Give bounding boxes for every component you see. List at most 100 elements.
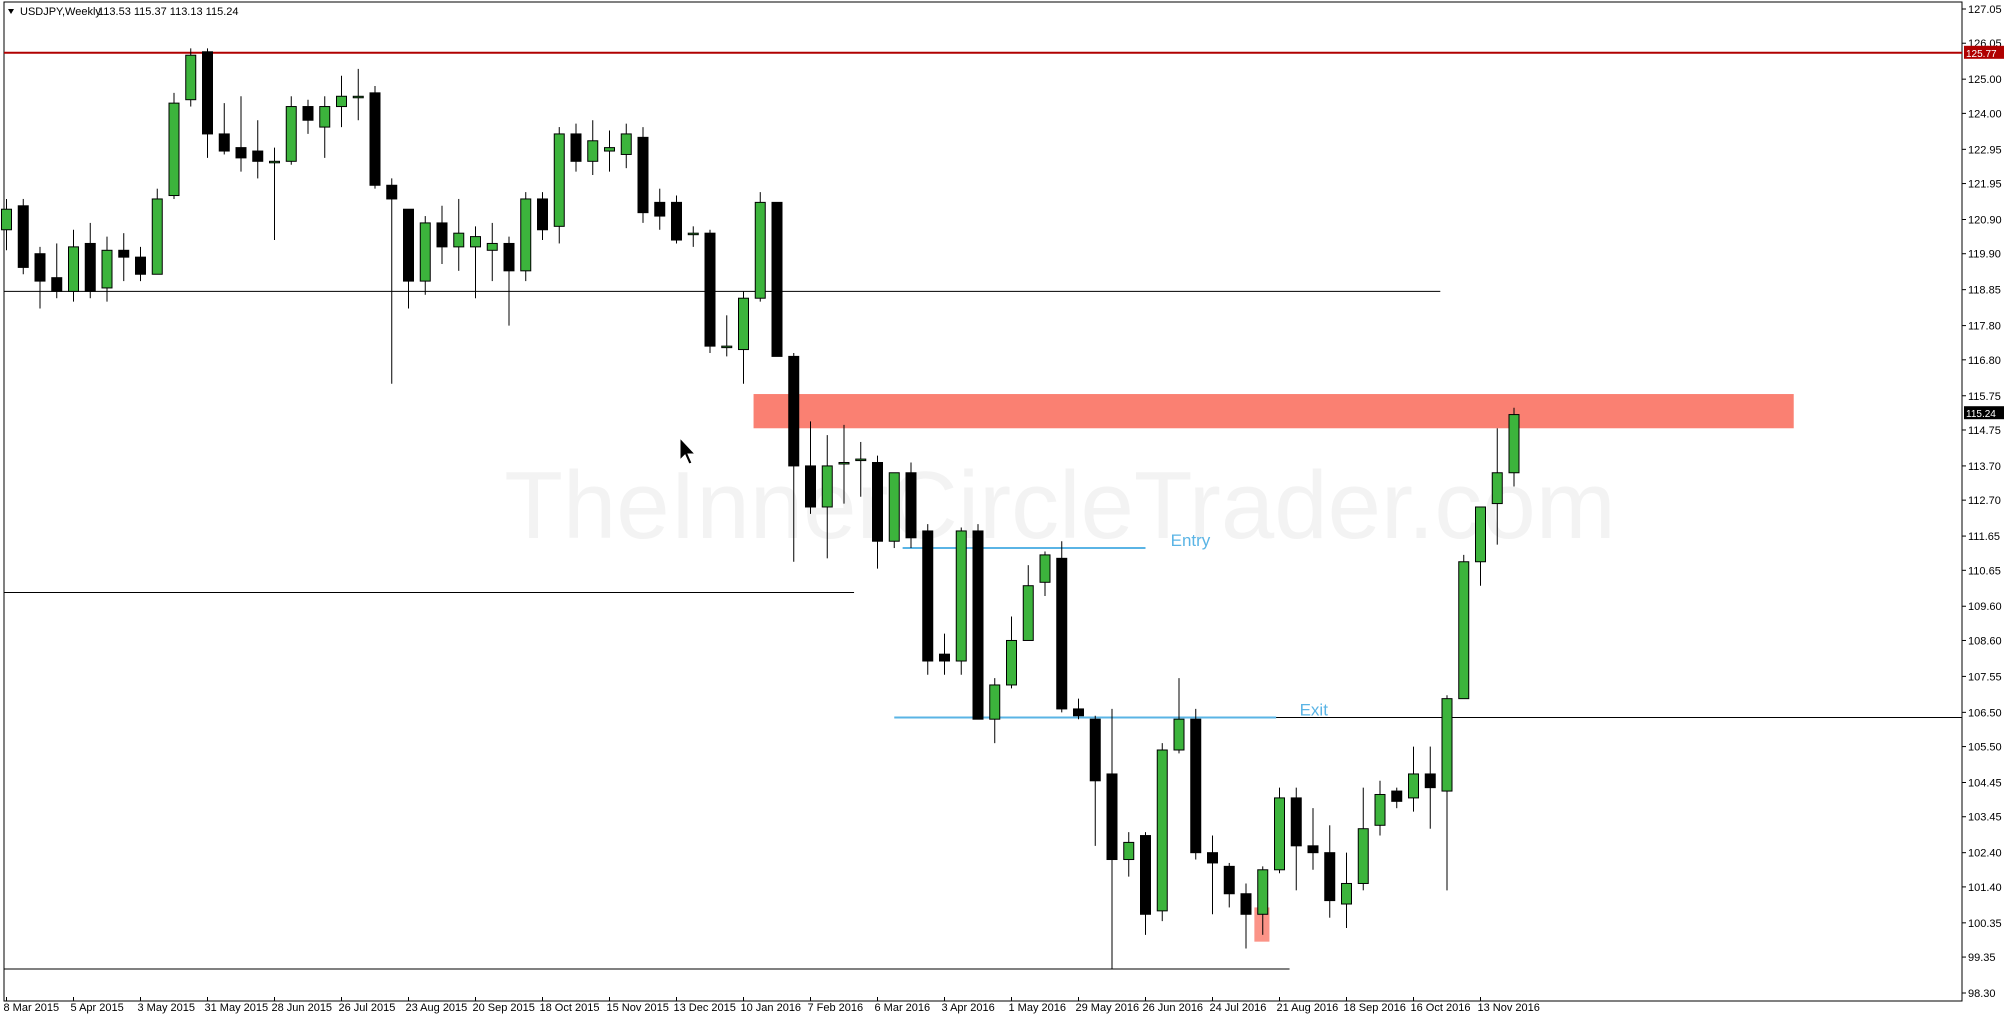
bear-candle	[570, 133, 582, 162]
price-tick-label: 121.95	[1968, 179, 2002, 191]
bear-candle	[972, 530, 984, 720]
price-tick-label: 114.75	[1968, 425, 2001, 437]
supply-zone	[753, 394, 1794, 429]
bull-candle	[1257, 869, 1269, 915]
bear-candle	[386, 184, 398, 200]
bull-candle	[168, 102, 180, 197]
ohlc-values: 113.53 115.37 113.13 115.24	[98, 6, 238, 18]
bull-candle	[319, 106, 331, 128]
bull-candle	[1491, 472, 1503, 505]
price-tags: 125.77 115.24	[1964, 45, 2004, 420]
price-tick-label: 115.75	[1968, 391, 2001, 403]
bull-candle	[419, 222, 431, 282]
bear-candle	[905, 472, 917, 539]
bear-candle	[403, 208, 414, 282]
date-tick-label: 29 May 2016	[1076, 1002, 1140, 1014]
bear-candle	[922, 530, 934, 662]
bear-candle	[1324, 852, 1336, 902]
price-axis: 127.05126.05125.00124.00122.95121.95120.…	[1962, 4, 2002, 1000]
bull-candle	[336, 95, 347, 108]
annotation-label: Exit	[1300, 700, 1329, 719]
date-tick-label: 18 Oct 2015	[540, 1002, 600, 1014]
symbol-label: USDJPY,Weekly	[20, 6, 101, 18]
date-axis: 8 Mar 2015 5 Apr 2015 3 May 2015 31 May 201…	[4, 997, 1540, 1014]
price-tick-label: 108.60	[1968, 635, 2002, 647]
price-tick-label: 116.80	[1968, 355, 2001, 367]
bear-candle	[872, 461, 883, 542]
bear-candle	[939, 653, 950, 662]
bull-candle	[888, 472, 900, 542]
price-tick-label: 107.55	[1968, 671, 2002, 683]
price-tick-label: 124.00	[1968, 108, 2002, 120]
date-tick-label: 1 May 2016	[1009, 1002, 1066, 1014]
watermark-text: TheInnerCircleTrader.com	[504, 452, 1616, 559]
price-tick-label: 111.65	[1968, 531, 2000, 543]
bull-candle	[1156, 749, 1168, 912]
bull-candle	[1475, 506, 1486, 563]
bear-candle	[218, 133, 230, 152]
symbol-header: USDJPY,Weekly 113.53 115.37 113.13 115.2…	[8, 6, 238, 18]
price-tick-label: 127.05	[1968, 4, 2002, 16]
mouse-cursor-icon	[679, 436, 697, 465]
bear-candle	[704, 232, 716, 347]
date-tick-label: 16 Oct 2016	[1411, 1002, 1471, 1014]
date-tick-label: 7 Feb 2016	[808, 1002, 864, 1014]
bull-candle	[486, 242, 498, 251]
date-tick-label: 6 Mar 2016	[875, 1002, 931, 1014]
bear-candle	[1391, 790, 1403, 802]
date-tick-label: 23 Aug 2015	[406, 1002, 468, 1014]
bull-candle	[1173, 718, 1185, 751]
date-tick-label: 26 Jul 2015	[339, 1002, 396, 1014]
bull-candle	[269, 160, 280, 164]
bull-candle	[1341, 882, 1352, 905]
bull-candle	[738, 297, 749, 351]
price-tick-label: 101.40	[1968, 882, 2002, 894]
bull-candle	[1022, 585, 1034, 641]
price-tick-label: 98.30	[1968, 988, 1996, 1000]
bull-candle	[1123, 841, 1135, 861]
price-tick-label: 99.35	[1968, 952, 1996, 964]
bull-candle	[1039, 554, 1051, 583]
bear-candle	[1223, 865, 1235, 895]
price-tick-label: 113.70	[1968, 461, 2001, 473]
bear-candle	[1056, 557, 1068, 710]
candles	[1, 48, 1520, 970]
bull-candle	[955, 530, 967, 662]
bull-candle	[1357, 828, 1369, 884]
bear-candle	[252, 150, 264, 162]
date-tick-label: 31 May 2015	[205, 1002, 269, 1014]
date-tick-label: 15 Nov 2015	[607, 1002, 669, 1014]
price-tag-bg	[1964, 45, 2004, 59]
price-tick-label: 109.60	[1968, 601, 2002, 613]
bull-candle	[1508, 414, 1520, 474]
bear-candle	[1089, 718, 1101, 782]
bull-candle	[1441, 698, 1453, 792]
bear-candle	[202, 51, 213, 135]
date-tick-label: 5 Apr 2015	[71, 1002, 124, 1014]
bear-candle	[1106, 773, 1118, 861]
bear-candle	[1190, 718, 1202, 854]
bull-candle	[687, 232, 699, 236]
bull-candle	[68, 246, 79, 292]
price-tick-label: 117.80	[1968, 321, 2001, 333]
price-tick-label: 120.90	[1968, 214, 2002, 226]
collapse-triangle-icon[interactable]	[8, 9, 14, 14]
chart-frame	[3, 1, 1963, 1002]
bear-candle	[235, 147, 247, 159]
date-tick-label: 3 Apr 2016	[942, 1002, 995, 1014]
annotation-label: Entry	[1171, 531, 1211, 550]
price-tick-label: 110.65	[1968, 565, 2001, 577]
bear-candle	[788, 355, 800, 467]
bull-candle	[185, 54, 197, 101]
date-tick-label: 24 Jul 2016	[1210, 1002, 1267, 1014]
bull-candle	[754, 201, 766, 299]
date-tick-label: 13 Dec 2015	[674, 1002, 736, 1014]
bear-candle	[537, 198, 548, 231]
bull-candle	[151, 198, 163, 275]
bull-candle	[587, 140, 599, 162]
bull-candle	[721, 345, 733, 349]
bull-candle	[1006, 639, 1017, 686]
price-tick-label: 100.35	[1968, 918, 2002, 930]
date-tick-label: 8 Mar 2015	[4, 1002, 60, 1014]
